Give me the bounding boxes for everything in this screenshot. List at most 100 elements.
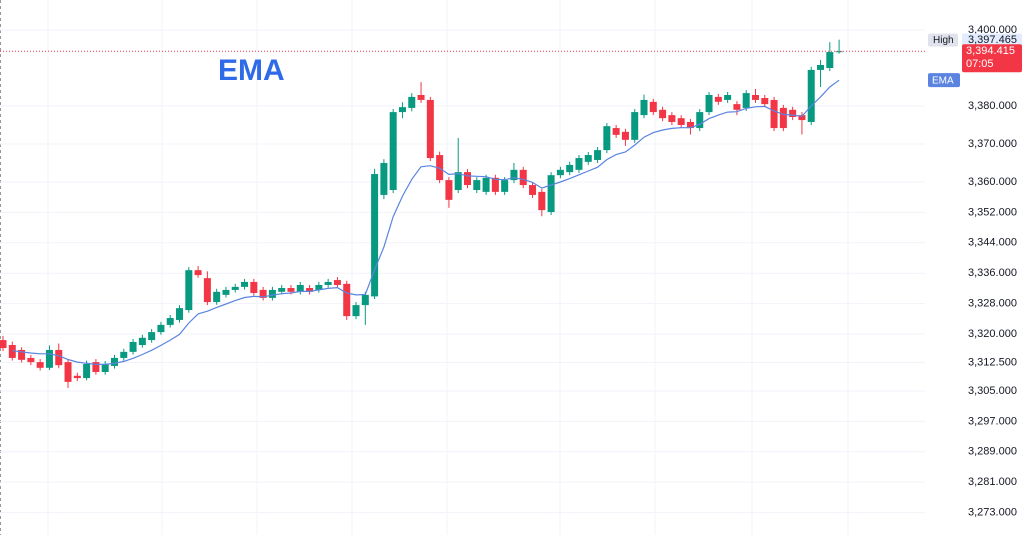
candle-body bbox=[538, 191, 546, 211]
candle-body bbox=[603, 126, 611, 151]
candle-body bbox=[306, 288, 314, 292]
candle-body bbox=[194, 270, 202, 276]
countdown: 07:05 bbox=[966, 58, 994, 70]
y-tick-label: 3,305.000 bbox=[968, 385, 1017, 397]
candle-body bbox=[714, 96, 722, 102]
price-axis: 3,273.000 3,281.000 3,289.000 3,297.000 3,30… bbox=[928, 24, 1022, 518]
candle-body bbox=[176, 308, 184, 320]
candle-body bbox=[631, 112, 639, 140]
y-tick-label: 3,370.000 bbox=[968, 138, 1017, 150]
y-tick-label: 3,281.000 bbox=[968, 476, 1017, 488]
high-tag-box bbox=[928, 33, 958, 47]
candle-body bbox=[333, 280, 341, 285]
y-tick-label: 3,328.000 bbox=[968, 298, 1017, 310]
candle-body bbox=[584, 155, 592, 162]
candle-body bbox=[64, 362, 72, 382]
candle-body bbox=[101, 364, 109, 372]
candle-body bbox=[789, 109, 797, 118]
candle-body bbox=[213, 291, 221, 303]
candle-body bbox=[203, 278, 211, 303]
y-tick-label: 3,273.000 bbox=[968, 506, 1017, 518]
candle-body bbox=[324, 281, 332, 285]
candle-body bbox=[501, 180, 509, 192]
candle-body bbox=[73, 375, 81, 379]
candle-body bbox=[519, 169, 527, 186]
y-tick-label: 3,320.000 bbox=[968, 328, 1017, 340]
candle-body bbox=[575, 158, 583, 170]
candle-body bbox=[0, 340, 7, 349]
candle-body bbox=[315, 284, 323, 290]
candle-body bbox=[436, 155, 444, 181]
candle-body bbox=[556, 169, 564, 176]
candle-body bbox=[770, 99, 778, 129]
candle-body bbox=[157, 324, 165, 333]
candle-body bbox=[473, 180, 481, 190]
candle-body bbox=[55, 349, 63, 366]
candle-body bbox=[668, 115, 676, 122]
candle-body bbox=[398, 107, 406, 113]
candle-body bbox=[510, 169, 518, 181]
candle-body bbox=[426, 99, 434, 159]
y-tick-label: 3,380.000 bbox=[968, 100, 1017, 112]
candle-body bbox=[45, 349, 53, 368]
candle-body bbox=[705, 94, 713, 113]
candle-body bbox=[677, 118, 685, 126]
chart-annotation: EMA bbox=[218, 54, 285, 87]
high-tag: High bbox=[933, 35, 954, 46]
candle-body bbox=[138, 337, 146, 346]
candle-body bbox=[724, 94, 732, 100]
candle-body bbox=[250, 281, 258, 293]
candle-body bbox=[148, 332, 156, 341]
y-tick-label: 3,360.000 bbox=[968, 176, 1017, 188]
candle-body bbox=[268, 289, 276, 298]
candle-body bbox=[761, 98, 769, 105]
candle-body bbox=[733, 104, 741, 110]
candle-body bbox=[686, 121, 694, 129]
candle-body bbox=[231, 286, 239, 290]
y-tick-label: 3,312.500 bbox=[968, 356, 1017, 368]
high-price-box bbox=[962, 33, 1022, 47]
candle-body bbox=[185, 270, 193, 311]
candle-body bbox=[129, 341, 137, 352]
candle-body bbox=[18, 349, 26, 360]
high-price-label: 3,397.465 bbox=[968, 34, 1017, 46]
candle-body bbox=[278, 288, 286, 292]
candle-body bbox=[8, 345, 16, 358]
y-tick-label: 3,344.000 bbox=[968, 237, 1017, 249]
candle-body bbox=[621, 131, 629, 140]
candle-body bbox=[389, 112, 397, 190]
candle-body bbox=[166, 318, 174, 325]
candle-body bbox=[454, 172, 462, 190]
candle-body bbox=[408, 96, 416, 108]
y-tick-label: 3,336.000 bbox=[968, 267, 1017, 279]
candle-body bbox=[640, 99, 648, 116]
candle-body bbox=[751, 94, 759, 100]
candle-body bbox=[371, 174, 379, 297]
candle-body bbox=[798, 115, 806, 121]
candle-body bbox=[352, 305, 360, 317]
candle-body bbox=[547, 175, 555, 213]
ema-tag-box bbox=[928, 73, 960, 88]
candle-body bbox=[287, 288, 295, 292]
candle-body bbox=[807, 69, 815, 122]
candle-body bbox=[835, 51, 843, 53]
y-tick-label: 3,352.000 bbox=[968, 206, 1017, 218]
candle-body bbox=[259, 289, 267, 298]
candle-body bbox=[445, 180, 453, 200]
candle-body bbox=[380, 163, 388, 195]
candle-body bbox=[826, 52, 834, 69]
candle-body bbox=[120, 351, 128, 358]
candle-body bbox=[529, 185, 537, 195]
candle-body bbox=[742, 93, 750, 108]
candle-body bbox=[659, 109, 667, 119]
y-tick-label: 3,289.000 bbox=[968, 446, 1017, 458]
candle-body bbox=[817, 64, 825, 70]
legend-entry: EMA bbox=[932, 75, 954, 86]
y-tick-label: 3,297.000 bbox=[968, 415, 1017, 427]
candle-body bbox=[491, 177, 499, 192]
candle-body bbox=[110, 357, 118, 366]
ema-line bbox=[12, 79, 840, 365]
candle-body bbox=[27, 357, 35, 363]
candle-body bbox=[696, 112, 704, 129]
